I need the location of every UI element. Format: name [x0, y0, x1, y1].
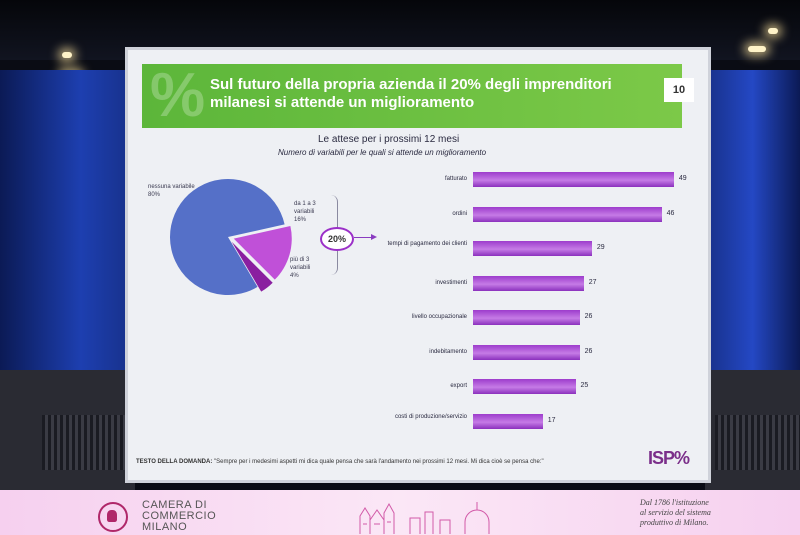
wall-lower-right	[705, 370, 800, 490]
chamber-logo-icon	[98, 502, 128, 532]
percent-icon: %	[150, 61, 206, 130]
chamber-name-line: MILANO	[142, 521, 188, 533]
bar-value: 26	[584, 313, 593, 320]
ceiling-light	[748, 46, 766, 52]
pie-label-name: nessuna variabile	[148, 184, 195, 190]
isp-logo: ISP%	[648, 448, 690, 468]
bottom-banner: CAMERA DI COMMERCIO MILANO Dal 1786 l'is…	[0, 490, 800, 535]
bar	[473, 310, 580, 325]
pie-label-value: 80%	[148, 192, 161, 198]
pie-chart	[170, 178, 292, 295]
pie-label-value: 16%	[294, 217, 307, 223]
blue-wall-left	[0, 70, 135, 370]
bar-label: tempi di pagamento dei clienti	[387, 241, 467, 247]
chamber-name-line: CAMERA DI	[142, 499, 208, 511]
ceiling-light	[62, 52, 72, 58]
bar-label: costi di produzione/servizio	[394, 413, 467, 420]
bar	[473, 206, 662, 222]
bar-value: 27	[588, 278, 597, 286]
arrow-right-icon	[371, 234, 377, 240]
bar	[473, 344, 580, 360]
vent	[42, 415, 127, 470]
blue-wall-right	[705, 70, 800, 370]
slide-header: % Sul futuro della propria azienda il 20…	[142, 61, 694, 130]
bar-label: investimenti	[435, 279, 467, 286]
bar-value: 49	[678, 175, 687, 182]
callout-20-percent: 20%	[320, 227, 354, 251]
chart-subtitle: Numero di variabili per le quali si atte…	[278, 148, 487, 157]
bar-label: livello occupazionale	[411, 314, 467, 320]
bar-value: 25	[580, 382, 589, 389]
bar	[473, 413, 543, 429]
pie-slice	[170, 178, 285, 295]
tagline-line: produttivo di Milano.	[640, 518, 709, 527]
vent	[715, 415, 800, 470]
bar	[473, 275, 584, 291]
bar-value: 29	[596, 244, 605, 251]
tagline: Dal 1786 l'istituzione al servizio del s…	[640, 498, 790, 528]
pie-label-nessuna: nessuna variabile 80%	[148, 183, 208, 199]
wall-lower-left	[0, 370, 135, 490]
bar-value: 46	[666, 209, 675, 217]
tagline-line: al servizio del sistema	[640, 508, 711, 517]
pie-slice	[233, 226, 292, 280]
footnote-label: TESTO DELLA DOMANDA:	[136, 459, 213, 465]
chamber-name: CAMERA DI COMMERCIO MILANO	[142, 500, 216, 533]
bar	[473, 241, 592, 256]
ceiling-light	[768, 28, 778, 34]
arrow-line	[354, 237, 374, 238]
tagline-line: Dal 1786 l'istituzione	[640, 498, 709, 507]
bar-label: export	[450, 383, 467, 389]
pie-label-name: più di 3 variabili	[290, 257, 311, 271]
pie-slice	[231, 241, 273, 292]
page-number: 10	[664, 78, 694, 102]
bar-value: 26	[584, 347, 593, 355]
pie-label-piu-3: più di 3 variabili 4%	[290, 256, 330, 280]
pie-label-value: 4%	[290, 273, 299, 279]
bar	[473, 172, 674, 187]
bar-label: fatturato	[444, 176, 467, 182]
pie-label-name: da 1 a 3 variabili	[294, 201, 316, 215]
bar-value: 17	[547, 416, 556, 424]
footnote: TESTO DELLA DOMANDA: "Sempre per i medes…	[136, 458, 636, 467]
milan-skyline-icon	[359, 502, 490, 534]
bar-label: ordini	[452, 210, 467, 217]
bar	[473, 379, 576, 394]
slide-title: Sul futuro della propria azienda il 20% …	[210, 76, 612, 111]
pie-label-1-3: da 1 a 3 variabili 16%	[294, 200, 334, 224]
chamber-name-line: COMMERCIO	[142, 510, 217, 522]
chart-title: Le attese per i prossimi 12 mesi	[318, 134, 460, 145]
footnote-text: "Sempre per i medesimi aspetti mi dica q…	[214, 459, 544, 465]
projection-screen: % Sul futuro della propria azienda il 20…	[128, 50, 708, 480]
bar-label: indebitamento	[429, 348, 467, 355]
